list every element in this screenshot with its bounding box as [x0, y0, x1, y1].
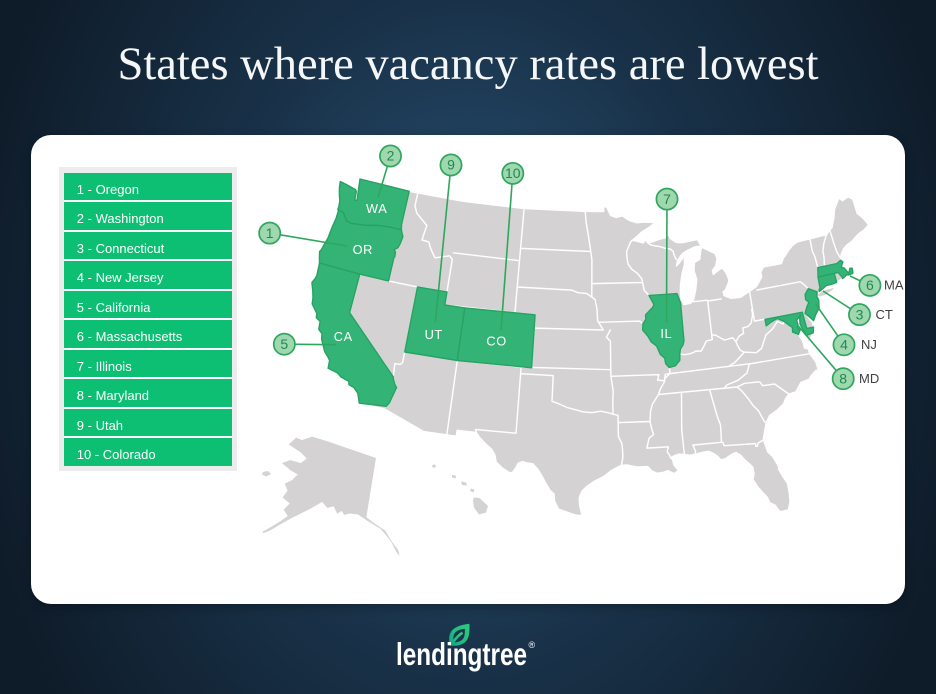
svg-text:UT: UT: [425, 326, 443, 341]
svg-text:7: 7: [663, 190, 671, 206]
svg-text:CO: CO: [486, 333, 506, 348]
svg-text:CA: CA: [334, 329, 353, 344]
svg-text:4: 4: [840, 336, 848, 352]
svg-text:8: 8: [839, 370, 847, 386]
svg-text:lendingtree: lendingtree: [396, 636, 527, 672]
svg-text:2: 2: [387, 147, 395, 163]
svg-text:WA: WA: [366, 201, 387, 216]
svg-text:®: ®: [529, 640, 536, 650]
svg-text:IL: IL: [660, 326, 672, 341]
svg-text:6: 6: [866, 277, 874, 293]
svg-text:OR: OR: [353, 242, 373, 257]
svg-text:5: 5: [280, 335, 288, 351]
svg-text:10: 10: [505, 165, 521, 181]
svg-text:9: 9: [447, 156, 455, 172]
svg-text:MD: MD: [859, 370, 879, 385]
svg-text:MA: MA: [884, 277, 904, 292]
svg-text:3: 3: [856, 306, 864, 322]
svg-text:1: 1: [266, 224, 274, 240]
svg-text:CT: CT: [876, 306, 893, 321]
svg-text:NJ: NJ: [861, 337, 877, 352]
